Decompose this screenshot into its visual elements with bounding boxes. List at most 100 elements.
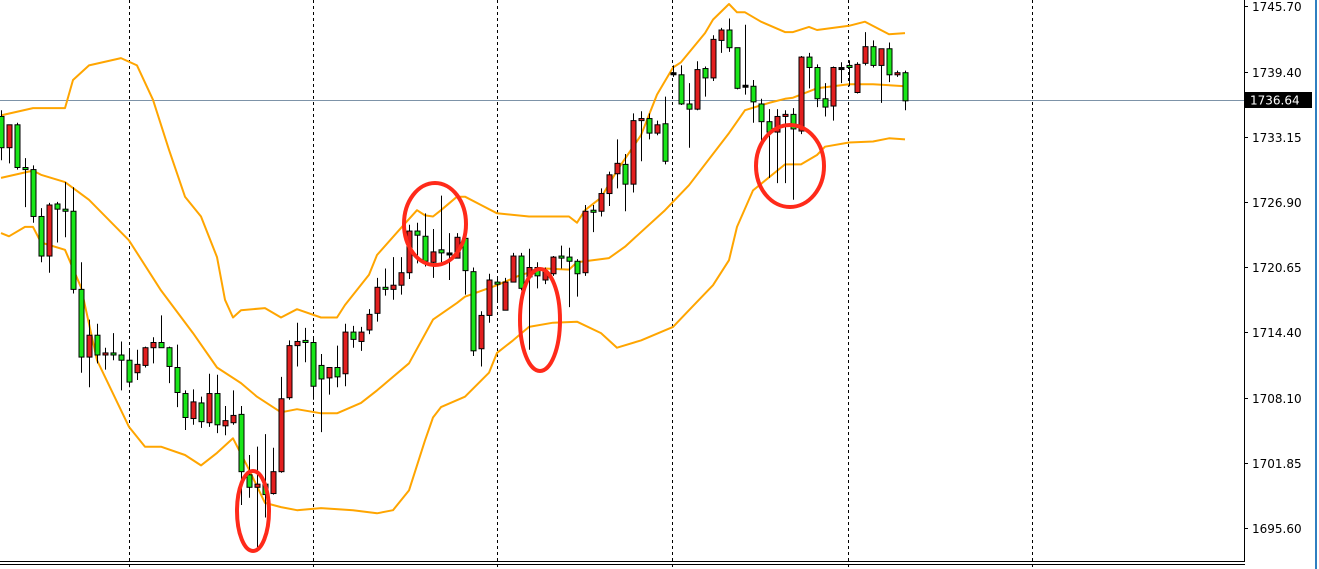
candle-body	[662, 123, 669, 162]
candle	[14, 122, 21, 170]
candle-body	[310, 342, 317, 387]
y-tick-label: 1701.85	[1252, 457, 1302, 471]
current-price-label: 1736.64	[1245, 92, 1312, 108]
candle-body	[150, 342, 157, 349]
candle-body	[782, 113, 789, 117]
candle-body	[478, 314, 485, 350]
candle	[790, 108, 797, 200]
candle	[54, 201, 61, 243]
candle-body	[326, 367, 333, 379]
candle-body	[158, 342, 165, 349]
candle	[46, 202, 53, 273]
candle-body	[582, 210, 589, 274]
candles	[0, 18, 909, 548]
candle	[134, 349, 141, 380]
candle	[302, 327, 309, 363]
candle-body	[246, 474, 253, 488]
candle	[838, 62, 845, 84]
candle-body	[654, 124, 661, 134]
candle	[566, 247, 573, 308]
candle	[94, 323, 101, 364]
candle-body	[390, 284, 397, 290]
candle	[446, 233, 453, 280]
candle	[734, 47, 741, 90]
candle	[670, 65, 677, 77]
candle	[622, 153, 629, 212]
candle-body	[518, 255, 525, 289]
candle-body	[862, 46, 869, 64]
candle	[886, 42, 893, 83]
candle-body	[430, 251, 437, 263]
candle-body	[678, 74, 685, 105]
candle	[310, 338, 317, 400]
candle	[486, 273, 493, 323]
candle	[326, 367, 333, 395]
candle	[0, 110, 5, 161]
candle	[574, 259, 581, 297]
candle	[894, 70, 901, 77]
candle-body	[798, 56, 805, 132]
candle-body	[790, 113, 797, 130]
candle-body	[294, 340, 301, 347]
candle-body	[494, 281, 501, 285]
candle-body	[630, 120, 637, 185]
candle-body	[38, 215, 45, 257]
candle-body	[750, 85, 757, 103]
bollinger-lower-band	[0, 137, 906, 515]
y-tick-label: 1720.65	[1252, 261, 1302, 275]
candle	[78, 262, 85, 373]
candle-body	[846, 64, 853, 68]
candle-body	[902, 72, 909, 102]
candle	[422, 213, 429, 267]
candle-body	[398, 272, 405, 286]
candle	[166, 346, 173, 384]
candle-body	[822, 98, 829, 108]
candle-body	[422, 235, 429, 262]
candle	[294, 322, 301, 367]
candle-body	[758, 103, 765, 123]
window-edge	[1315, 0, 1317, 569]
candle	[726, 18, 733, 52]
candle-body	[110, 352, 117, 356]
candle	[318, 353, 325, 433]
candle	[478, 311, 485, 367]
candle-body	[614, 162, 621, 175]
candle	[190, 389, 197, 425]
candle	[38, 208, 45, 263]
candle-body	[254, 483, 261, 488]
candle	[126, 349, 133, 388]
candle-body	[182, 393, 189, 418]
candle-body	[590, 209, 597, 213]
candle-body	[854, 63, 861, 93]
candle-body	[734, 47, 741, 89]
candle	[766, 109, 773, 178]
candle-body	[238, 413, 245, 473]
candle-body	[270, 471, 277, 495]
candle	[358, 326, 365, 351]
candle	[550, 256, 557, 276]
candle-body	[470, 271, 477, 352]
candle	[206, 373, 213, 427]
candle-body	[6, 124, 13, 149]
candle-body	[830, 67, 837, 107]
candle-body	[598, 193, 605, 212]
candle	[270, 447, 277, 495]
candle-body	[22, 167, 29, 171]
candle	[150, 337, 157, 364]
candle	[286, 340, 293, 400]
candle-body	[334, 367, 341, 378]
candle-body	[718, 29, 725, 41]
candle-body	[222, 420, 229, 427]
candle	[214, 374, 221, 434]
candle-body	[126, 359, 133, 383]
candle-body	[190, 401, 197, 420]
candle	[854, 62, 861, 94]
candle-body	[726, 29, 733, 49]
candle	[526, 248, 533, 350]
candle-body	[78, 288, 85, 358]
candle-body	[214, 393, 221, 426]
candle	[582, 205, 589, 276]
candle	[878, 48, 885, 103]
